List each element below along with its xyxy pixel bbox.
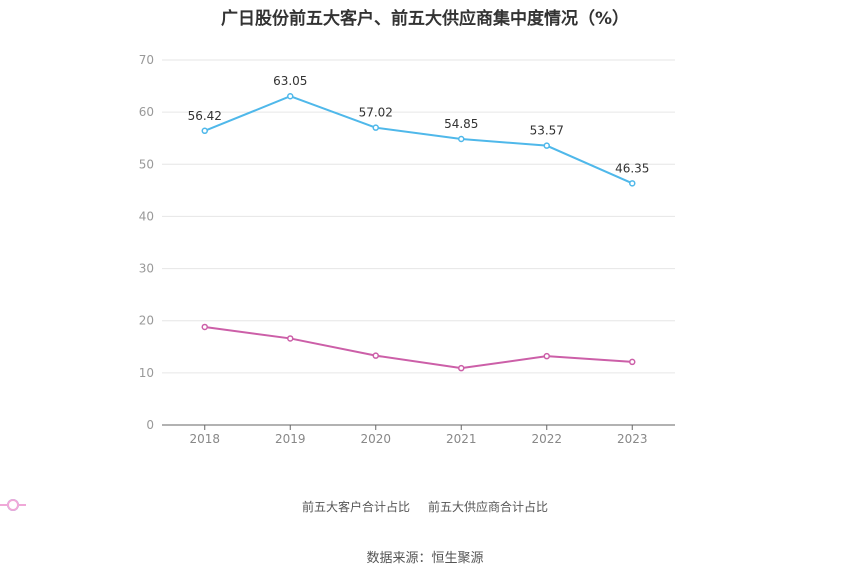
data-label: 53.57: [530, 124, 564, 138]
x-tick-label: 2021: [446, 432, 477, 446]
y-tick-label: 20: [139, 314, 154, 328]
legend: 前五大客户合计占比 前五大供应商合计占比: [0, 498, 850, 515]
data-point: [543, 142, 550, 149]
data-point: [372, 352, 379, 359]
data-point: [287, 92, 294, 100]
data-label: 57.02: [359, 106, 393, 120]
y-tick-label: 60: [139, 105, 154, 119]
data-point: [458, 135, 465, 143]
y-tick-label: 40: [139, 209, 154, 223]
data-point: [543, 352, 550, 360]
y-tick-label: 0: [146, 418, 154, 432]
y-tick-label: 50: [139, 157, 154, 171]
series-line-2: [204, 325, 633, 370]
data-point: [629, 180, 636, 187]
data-point: [201, 127, 208, 135]
data-label: 54.85: [444, 117, 478, 131]
x-tick-label: 2020: [360, 432, 391, 446]
series-line-1: [204, 95, 633, 185]
data-point: [372, 124, 379, 131]
legend-label-suppliers: 前五大供应商合计占比: [428, 500, 549, 514]
data-point: [201, 323, 208, 331]
legend-label-customers: 前五大客户合计占比: [301, 500, 410, 514]
data-point: [629, 358, 636, 366]
data-label: 56.42: [188, 109, 222, 123]
x-tick-label: 2023: [617, 432, 648, 446]
legend-item-suppliers[interactable]: 前五大供应商合计占比: [0, 498, 549, 515]
legend-line-icon: [0, 499, 26, 511]
legend-item-customers[interactable]: 前五大客户合计占比: [0, 498, 410, 515]
y-tick-label: 30: [139, 262, 154, 276]
data-label: 46.35: [615, 161, 649, 175]
x-tick-label: 2019: [275, 432, 306, 446]
x-tick-label: 2018: [189, 432, 220, 446]
x-tick-label: 2022: [531, 432, 562, 446]
y-tick-label: 10: [139, 366, 154, 380]
data-label: 63.05: [273, 74, 307, 88]
data-point: [287, 335, 294, 342]
y-tick-label: 70: [139, 53, 154, 67]
data-source: 数据来源：恒生聚源: [366, 551, 484, 566]
data-point: [458, 364, 465, 372]
chart-title: 广日股份前五大客户、前五大供应商集中度情况（%）: [220, 9, 630, 29]
